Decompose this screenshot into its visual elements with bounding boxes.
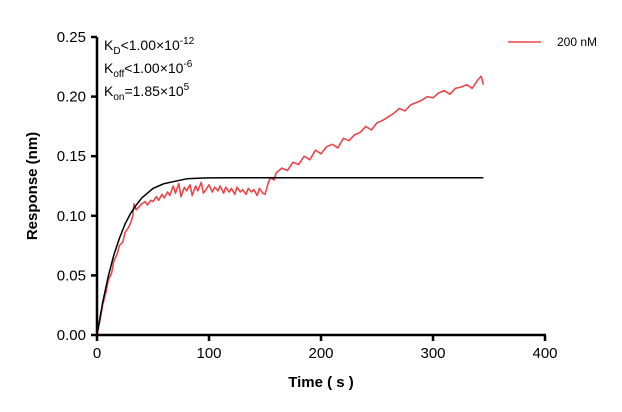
y-tick-label: 0.15	[57, 148, 86, 165]
series-layer	[96, 75, 485, 336]
x-tick-label: 400	[532, 345, 557, 362]
annotation-koff: Koff<1.00×10-6	[104, 59, 193, 80]
y-tick-label: 0.05	[57, 267, 86, 284]
x-tick-label: 200	[308, 345, 333, 362]
y-axis-label: Response (nm)	[24, 132, 41, 240]
annotation-kd: KD<1.00×10-12	[104, 36, 195, 57]
legend-label-200nm: 200 nM	[557, 35, 597, 49]
axes: 0 100 200 300 400 0.00 0.05 0.10 0.15 0.20 0.25	[57, 29, 558, 362]
x-tick-label: 300	[420, 345, 445, 362]
legend: 200 nM	[508, 35, 597, 49]
x-tick-label: 100	[196, 345, 221, 362]
x-tick-label: 0	[93, 345, 101, 362]
y-tick-label: 0.00	[57, 327, 86, 344]
y-tick-label: 0.25	[57, 29, 86, 46]
fit-curve	[96, 176, 484, 336]
x-axis-label: Time ( s )	[288, 374, 354, 391]
series-line-200nm	[96, 75, 485, 336]
annotation-kon: Kon=1.85×105	[104, 82, 190, 103]
annotation-block: KD<1.00×10-12 Koff<1.00×10-6 Kon=1.85×10…	[104, 36, 195, 103]
y-tick-label: 0.20	[57, 89, 86, 106]
y-tick-label: 0.10	[57, 208, 86, 225]
